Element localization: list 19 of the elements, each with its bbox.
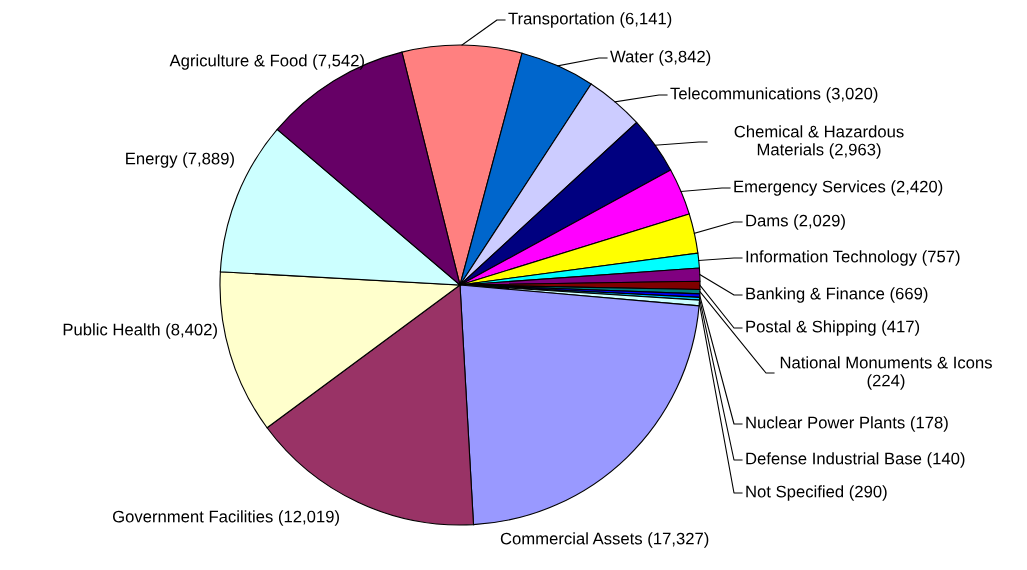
slice-label: Agriculture & Food (7,542) — [169, 54, 364, 70]
slice-label: Commercial Assets (17,327) — [500, 532, 709, 548]
slice-label: Defense Industrial Base (140) — [746, 452, 965, 468]
slice-label: Not Specified (290) — [746, 485, 887, 501]
data-label: (224) — [867, 374, 905, 390]
slice-label: National Monuments & Icons — [780, 356, 992, 369]
slice-label: Dams (2,029) — [746, 214, 845, 230]
slice-label: Water (3,842) — [610, 50, 711, 66]
slice-label: Banking & Finance (669) — [746, 287, 928, 303]
slice-label: Transportation (6,141) — [508, 12, 672, 28]
slice-label: Public Health (8,402) — [63, 323, 217, 339]
slice-label: Telecommunications (3,020) — [670, 87, 878, 103]
slice-label: Nuclear Power Plants (178) — [746, 416, 948, 432]
slice-label: Government Facilities (12,019) — [112, 510, 339, 526]
slice-label: Information Technology (757) — [746, 250, 960, 266]
slice-label: Energy (7,889) — [126, 152, 234, 168]
slice-label: Emergency Services (2,420) — [734, 180, 943, 196]
slice-label: Postal & Shipping (417) — [746, 320, 920, 336]
legend-label: Chemical & Hazardous Materials (2,963) — [734, 125, 904, 159]
